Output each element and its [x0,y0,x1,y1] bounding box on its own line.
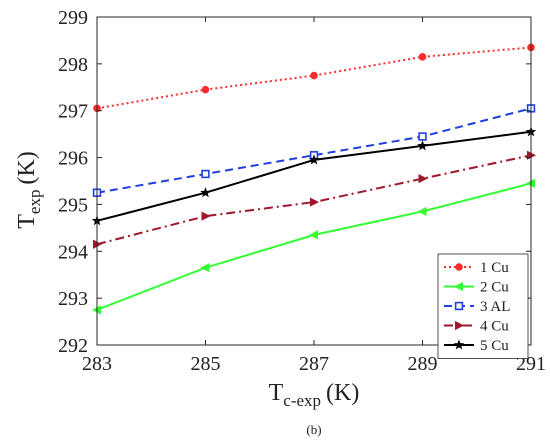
legend-item-2: 2 Cu [444,280,509,296]
series-1-point-4 [418,53,427,61]
series-3-line [96,107,532,194]
series-2-point-2 [200,263,210,273]
x-tick-label-4: 289 [408,353,438,375]
series-5-point-4 [417,140,428,151]
series-2 [92,178,535,315]
y-tick-label-5: 296 [58,148,88,170]
y-axis-label-main: T [14,214,40,229]
x-tick-label-2: 285 [191,353,221,375]
series-3-point-4 [418,132,427,141]
legend-marker-3 [454,301,464,311]
legend-item-5: 5 Cu [444,338,509,354]
legend-label-1: 1 Cu [480,260,509,276]
y-axis-label: Texp (K) [14,151,44,229]
legend-marker-1 [455,263,463,271]
legend-marker-4 [455,320,464,331]
series-3-point-2 [201,169,210,179]
x-axis-label-subscript: c-exp [283,391,321,410]
x-axis-label-unit: (K) [326,380,359,406]
series-4-line [96,154,532,246]
legend-label-4: 4 Cu [480,319,509,335]
y-axis-label-unit: (K) [14,151,40,184]
y-axis-ticks: 292 293 294 295 296 297 298 299 [58,7,531,357]
y-tick-label-6: 297 [58,101,88,123]
series-4-point-3 [310,197,319,207]
series-5-point-3 [308,154,320,165]
x-axis-label: Tc-exp (K) [269,380,360,410]
series-2-point-4 [417,206,427,217]
series-1 [93,43,535,113]
y-tick-label-7: 298 [58,54,88,76]
series-layer [91,43,537,315]
y-tick-label-4: 295 [58,194,88,216]
legend-label-5: 5 Cu [480,338,509,354]
legend-marker-2 [454,281,463,292]
y-tick-label-8: 299 [58,7,88,29]
legend-item-3: 3 AL [444,299,510,315]
series-2-point-3 [309,230,318,240]
legend-box [437,253,529,359]
y-axis-label-subscript: exp [25,190,44,215]
series-1-line [96,46,532,110]
y-tick-label-1: 292 [58,335,88,357]
y-tick-label-3: 294 [58,241,88,263]
legend-label-3: 3 AL [480,299,510,315]
legend: 1 Cu 2 Cu 3 AL 4 Cu 5 Cu [437,253,529,359]
figure-caption: (b) [306,422,321,437]
series-5-point-2 [200,187,211,198]
x-tick-label-1: 283 [82,353,112,375]
legend-marker-5 [453,339,465,350]
legend-item-1: 1 Cu [444,260,509,276]
legend-label-2: 2 Cu [480,280,509,296]
x-axis-label-main: T [269,380,284,406]
x-tick-label-3: 287 [299,353,329,375]
series-1-point-2 [201,85,210,94]
series-4-point-4 [418,174,428,184]
series-4-point-2 [201,211,211,221]
y-tick-label-2: 293 [58,288,88,310]
legend-item-4: 4 Cu [444,319,509,335]
series-1-point-3 [310,71,318,80]
